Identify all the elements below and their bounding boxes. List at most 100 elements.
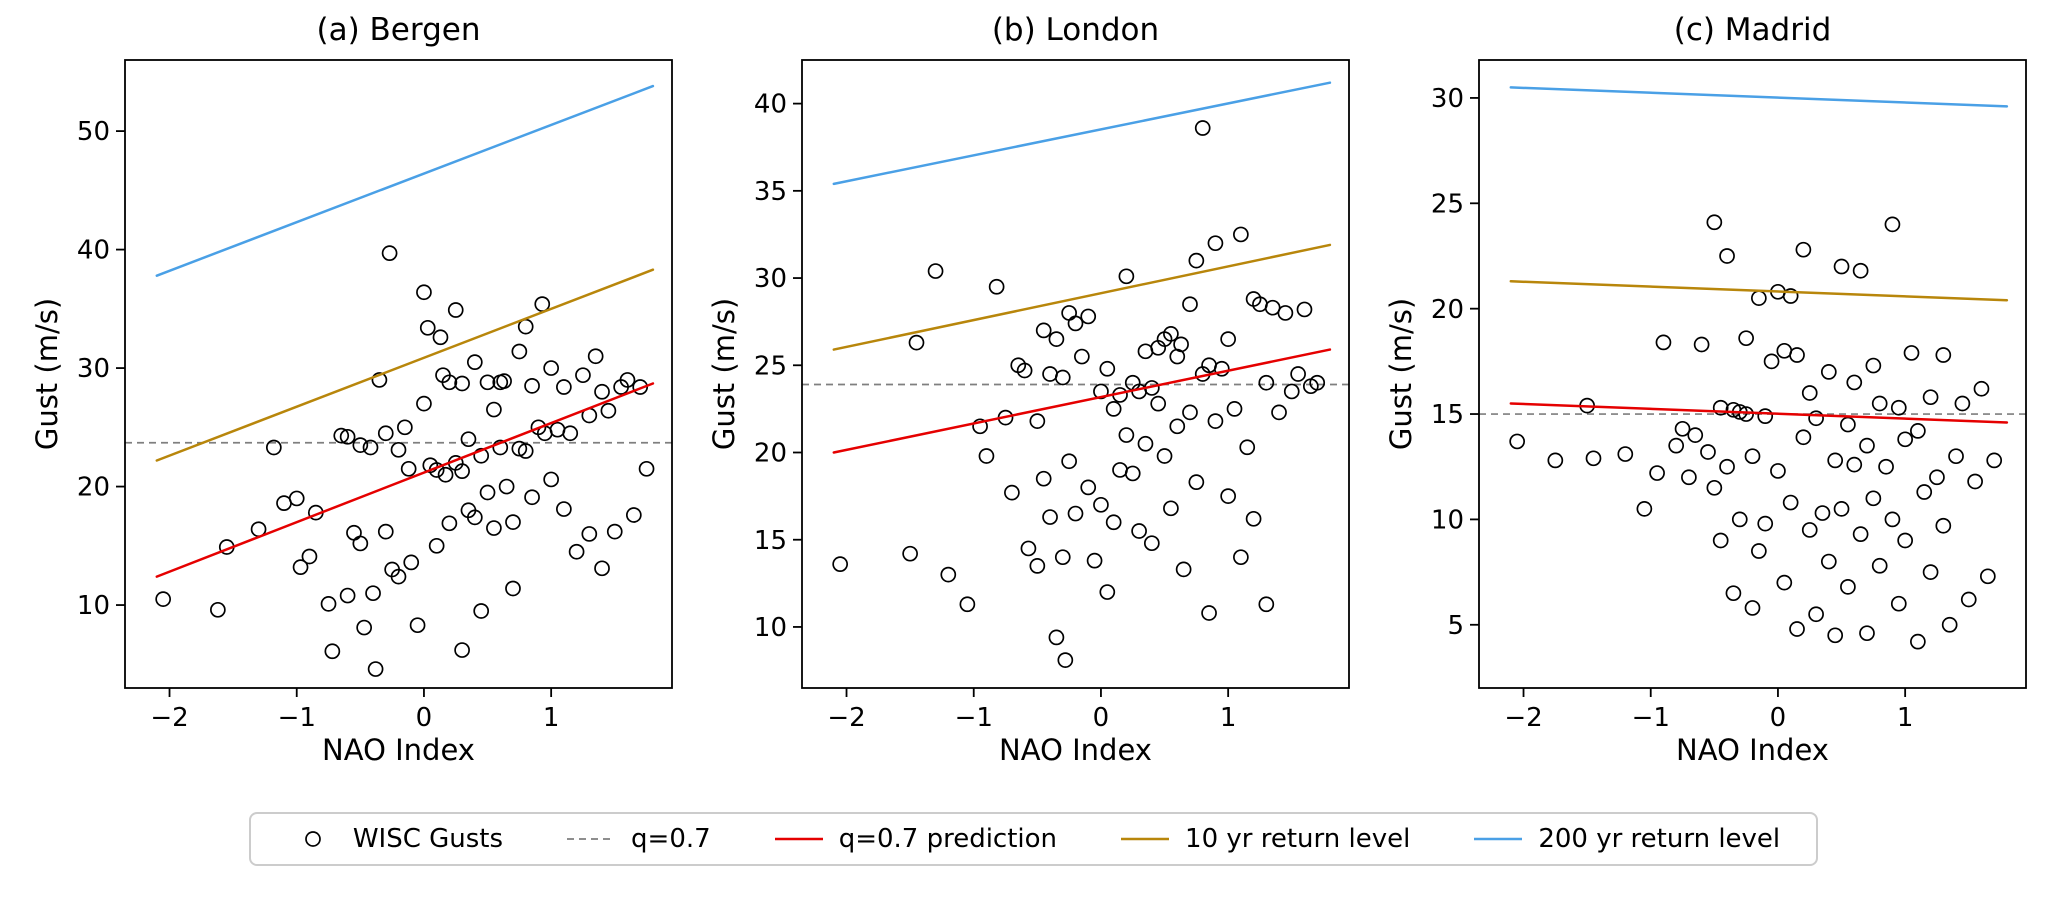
y-tick-label: 5 [1447,611,1464,641]
x-tick-label: 1 [543,703,560,733]
scatter-point [1757,408,1774,424]
scatter-point [428,537,445,554]
scatter-point [1719,458,1735,475]
plot-frame [124,59,673,689]
legend-label: q=0.7 prediction [838,824,1058,854]
scatter-point [403,554,420,571]
x-tick-label: 0 [1770,703,1787,733]
scatter-point [324,643,341,660]
scatter-point [1226,401,1243,417]
y-tick-label: 30 [1431,84,1464,114]
scatter-point [534,296,551,312]
scatter-point [1827,452,1844,469]
scatter-series-wisc-gusts [155,245,655,677]
scatter-point [1220,331,1237,347]
scatter-point [292,559,309,575]
scatter-point [1910,633,1926,650]
scatter-point [486,520,502,536]
scatter-point [1706,479,1723,496]
circle-marker-icon [304,831,321,847]
y-tick-label: 50 [77,117,110,147]
scatter-point [1277,305,1294,321]
return-200yr-line [155,84,655,277]
scatter-point [479,484,496,501]
scatter-point [1239,439,1256,456]
scatter-point [1156,448,1173,464]
scatter-point [1897,431,1914,448]
legend: WISC Gusts q=0.7 q=0.7 prediction 10 yr ret… [248,812,1819,866]
scatter-point [155,591,172,607]
q07-prediction-line [155,382,655,578]
y-tick-label: 20 [77,473,110,503]
scatter-point [1173,336,1189,353]
scatter-point [1105,514,1122,531]
x-tick-label: 0 [416,703,433,733]
scatter-point [460,431,477,448]
y-tick-label: 30 [77,354,110,384]
scatter-point [416,395,432,412]
scatter-point [441,374,458,391]
q07-prediction-line [1509,402,2009,424]
scatter-point [1175,561,1192,578]
scatter-point [1776,342,1793,359]
scatter-point [908,334,925,351]
scatter-point [1751,290,1767,306]
y-tick-label: 40 [77,236,110,266]
scatter-point [1074,348,1090,365]
scatter-point [1188,252,1205,269]
scatter-point [1182,296,1198,313]
scatter-point [902,545,918,562]
x-tick-label: −1 [1632,703,1670,733]
scatter-point [832,556,849,572]
scatter-point [1220,488,1237,504]
scatter-point [492,439,509,456]
x-tick-label: 1 [1220,703,1237,733]
scatter-point [1004,484,1020,501]
scatter-point [1922,564,1939,580]
solid-line-icon [1474,837,1523,841]
scatter-point [1061,305,1077,321]
scatter-point [1916,484,1933,500]
scatter-point [1833,258,1850,275]
scatter-point [346,524,362,541]
scatter-point [1801,522,1818,538]
legend-item-q07: q=0.7 [565,824,711,854]
scatter-point [543,360,560,376]
scatter-point [1048,331,1065,347]
scatter-point [1827,627,1844,644]
scatter-point [1820,364,1837,380]
scatter-point [1188,474,1205,491]
scatter-point [1131,523,1147,539]
scatter-point [1668,437,1685,454]
scatter-point [1846,456,1863,473]
scatter-point [1137,343,1154,360]
scatter-point [1700,444,1716,460]
scatter-point [265,439,282,456]
scatter-point [409,617,426,634]
scatter-point [1681,469,1697,486]
scatter-point [377,523,394,540]
x-tick-label: −2 [1504,703,1542,733]
scatter-point [466,354,483,371]
scatter-point [1859,625,1875,642]
scatter-point [556,379,572,395]
scatter-point [1795,429,1812,446]
scatter-point [1852,526,1869,543]
scatter-point [587,348,604,365]
chart-title-bergen: (a) Bergen [317,12,481,48]
scatter-point [1884,216,1901,233]
scatter-point [1029,413,1046,429]
x-tick-label: −1 [278,703,316,733]
scatter-point [288,490,305,507]
scatter-point [419,319,436,336]
scatter-point [543,471,560,488]
scatter-point [511,440,528,457]
scatter-point [371,372,388,388]
scatter-point [1112,462,1128,478]
scatter-point [1731,511,1748,528]
scatter-point [1258,374,1275,391]
return-200yr-line [832,81,1332,186]
scatter-point [638,460,655,477]
scatter-point [1871,395,1888,412]
scatter-point [556,501,572,517]
